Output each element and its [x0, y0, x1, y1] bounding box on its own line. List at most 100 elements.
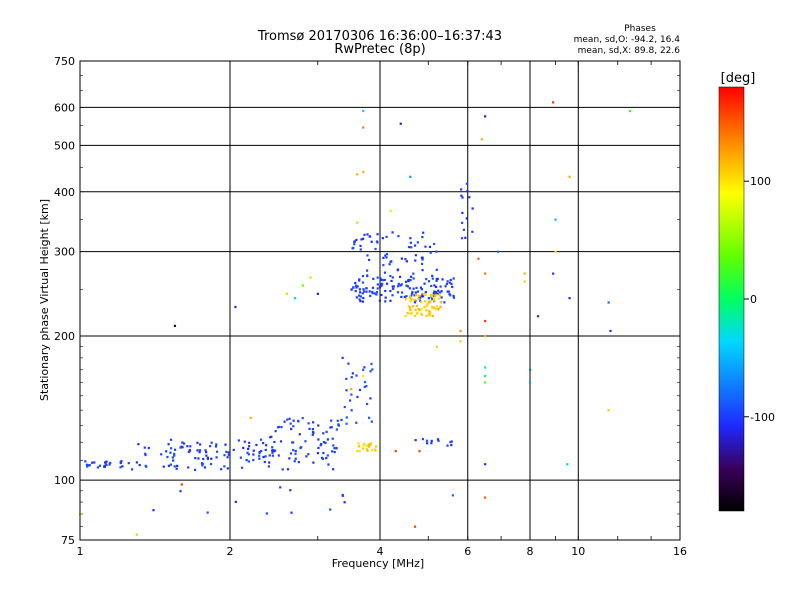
data-point	[399, 122, 402, 125]
data-point	[368, 235, 372, 238]
data-point	[382, 256, 385, 259]
data-point	[320, 442, 323, 446]
data-point	[181, 441, 184, 444]
data-point	[143, 446, 146, 449]
data-point	[429, 314, 432, 317]
data-point	[446, 280, 449, 283]
data-point	[293, 460, 296, 463]
data-point	[341, 356, 344, 360]
x-tick-label: 16	[673, 545, 687, 558]
data-point	[273, 440, 276, 444]
data-point	[179, 490, 182, 493]
data-point	[461, 196, 464, 199]
data-point	[421, 258, 424, 261]
data-point	[121, 465, 124, 468]
data-point	[422, 293, 425, 296]
data-point	[398, 275, 402, 278]
data-point	[464, 236, 467, 239]
data-point	[267, 465, 270, 468]
data-point	[182, 442, 186, 445]
data-point	[203, 466, 207, 469]
data-point	[205, 451, 208, 454]
data-point	[446, 444, 449, 447]
data-point	[448, 293, 451, 296]
y-tick-label: 750	[54, 55, 75, 68]
data-point	[206, 457, 209, 461]
data-point	[332, 468, 335, 471]
data-point	[389, 289, 392, 293]
data-point	[366, 233, 369, 236]
data-point	[351, 372, 354, 375]
data-point	[523, 272, 526, 275]
data-point	[196, 441, 199, 444]
data-point	[383, 278, 386, 282]
data-point	[226, 467, 229, 470]
colorbar	[718, 86, 745, 512]
data-point	[460, 221, 464, 224]
data-point	[330, 419, 333, 422]
data-point	[274, 430, 277, 433]
data-point	[105, 460, 108, 463]
data-point	[333, 447, 336, 450]
data-point	[258, 454, 261, 457]
data-point	[432, 306, 435, 309]
data-point	[432, 292, 435, 295]
data-point	[289, 489, 292, 492]
data-point	[135, 533, 138, 536]
data-point	[317, 446, 320, 450]
data-point	[356, 221, 359, 224]
data-point	[444, 285, 447, 288]
data-point	[329, 426, 332, 429]
data-point	[460, 194, 463, 197]
data-point	[272, 450, 275, 453]
data-point	[389, 299, 392, 302]
data-point	[374, 247, 377, 251]
data-point	[317, 438, 320, 441]
data-point	[391, 294, 394, 297]
data-point	[127, 461, 130, 465]
data-point	[362, 288, 365, 291]
data-point	[449, 294, 452, 297]
data-point	[234, 500, 237, 504]
data-point	[353, 240, 356, 243]
data-point	[169, 447, 173, 450]
data-point	[435, 345, 438, 348]
data-point	[281, 468, 284, 471]
data-point	[417, 298, 420, 301]
data-point	[358, 388, 362, 392]
data-point	[484, 319, 487, 323]
data-point	[355, 421, 358, 424]
data-point	[137, 443, 140, 446]
data-point	[362, 444, 365, 447]
data-point	[410, 246, 413, 249]
data-point	[269, 436, 272, 439]
data-point	[366, 449, 369, 452]
data-point	[440, 290, 443, 293]
data-point	[294, 457, 297, 460]
plot-frame	[79, 60, 681, 541]
y-axis-label: Stationary phase Virtual Height [km]	[38, 199, 51, 401]
data-point	[420, 256, 423, 259]
data-point	[375, 240, 378, 243]
data-point	[568, 175, 571, 178]
data-point	[446, 290, 449, 293]
x-tick-labels: 1 2 4 6 8 10 16	[77, 545, 688, 558]
data-point	[120, 460, 123, 463]
data-point	[239, 456, 242, 459]
data-point	[248, 441, 251, 444]
data-point	[400, 291, 404, 294]
data-point	[428, 312, 431, 315]
data-point	[173, 452, 176, 456]
data-point	[292, 419, 295, 422]
data-point	[554, 250, 557, 253]
data-point	[363, 442, 366, 445]
data-point	[496, 250, 500, 253]
data-point	[427, 280, 431, 283]
data-point	[332, 444, 335, 447]
data-point	[354, 289, 357, 293]
data-point	[465, 182, 469, 185]
data-point	[365, 402, 369, 406]
data-point	[98, 464, 102, 467]
data-point	[425, 309, 428, 312]
data-point	[205, 454, 208, 457]
